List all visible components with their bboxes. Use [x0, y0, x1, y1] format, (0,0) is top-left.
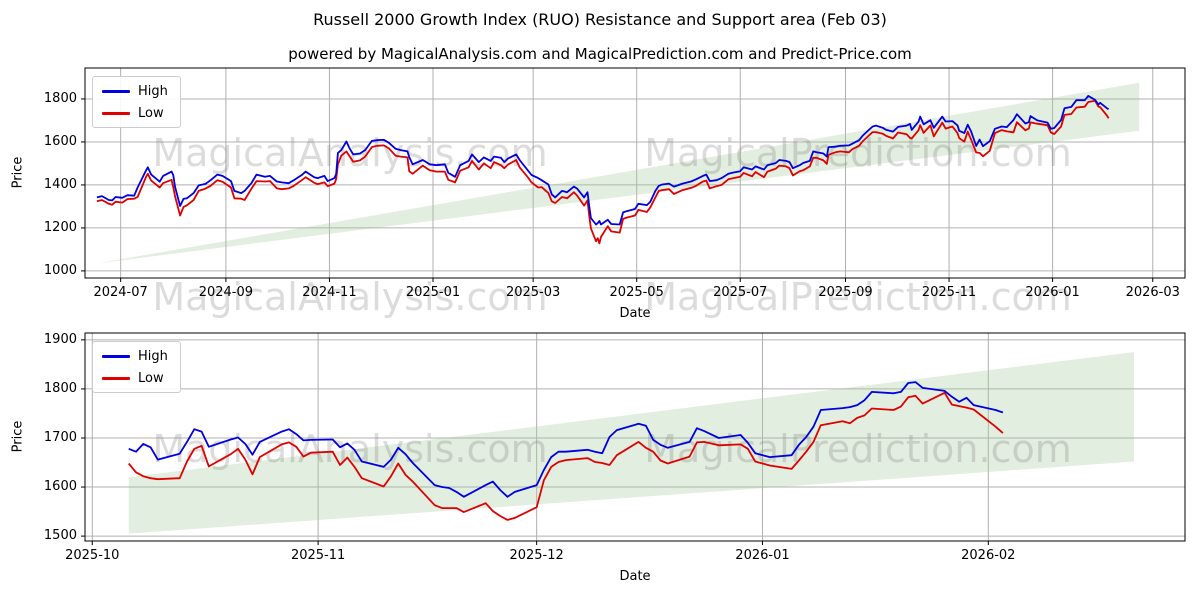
legend-item-high-label: High [138, 348, 168, 364]
chart-title: Russell 2000 Growth Index (RUO) Resistan… [313, 10, 887, 29]
low-line [128, 391, 1004, 521]
x-tick-label: 2025-07 [713, 285, 768, 300]
y-tick-label: 1600 [43, 133, 77, 149]
chart-subtitle: powered by MagicalAnalysis.com and Magic… [288, 45, 912, 63]
y-tick-label: 1200 [43, 219, 77, 235]
x-tick-label: 2024-07 [93, 285, 148, 300]
x-tick-label: 2025-09 [818, 285, 873, 300]
legend-item-high-label: High [138, 83, 168, 99]
x-tick-label: 2025-01 [405, 285, 461, 300]
y-tick-label: 1900 [43, 331, 77, 347]
legend-item-low-label: Low [138, 105, 164, 121]
support-resistance-band [96, 82, 1140, 264]
x-tick-label: 2025-11 [921, 285, 977, 300]
x-tick-label: 2024-09 [198, 285, 254, 300]
x-tick-label: 2026-03 [1125, 285, 1180, 300]
y-tick-label: 1600 [43, 479, 77, 495]
legend-item-high: High [102, 347, 168, 365]
plot-border [84, 67, 1186, 279]
legend-item-low-label: Low [138, 370, 164, 386]
low-line [96, 99, 1110, 245]
x-tick-label: 2026-01 [735, 548, 790, 563]
y-axis-label: Price [10, 156, 26, 189]
legend: High Low [92, 341, 181, 393]
x-tick-label: 2025-05 [609, 285, 664, 300]
y-tick-label: 1000 [43, 262, 77, 278]
x-tick-label: 2025-03 [505, 285, 561, 300]
legend-item-low: Low [102, 369, 168, 387]
legend-item-high-swatch [102, 89, 130, 93]
x-axis-label: Date [619, 569, 651, 584]
x-tick-label: 2025-10 [65, 548, 120, 563]
legend-item-low-swatch [102, 111, 130, 115]
plot-border [84, 332, 1186, 542]
y-tick-label: 1800 [43, 90, 77, 106]
x-tick-label: 2026-02 [961, 548, 1016, 563]
y-tick-label: 1800 [43, 380, 77, 396]
x-axis-label: Date [619, 306, 651, 321]
legend-item-low: Low [102, 104, 168, 122]
y-tick-label: 1700 [43, 429, 77, 445]
y-tick-label: 1500 [43, 528, 77, 544]
high-line [96, 95, 1110, 226]
legend-item-high-swatch [102, 354, 130, 358]
x-tick-label: 2026-01 [1025, 285, 1080, 300]
legend: High Low [92, 76, 181, 128]
legend-item-low-swatch [102, 376, 130, 380]
y-axis-label: Price [10, 420, 26, 453]
support-resistance-band [128, 352, 1134, 534]
x-tick-label: 2025-11 [290, 548, 346, 563]
legend-item-high: High [102, 82, 168, 100]
x-tick-label: 2024-11 [302, 285, 357, 300]
x-tick-label: 2025-12 [509, 548, 564, 563]
y-tick-label: 1400 [43, 176, 77, 192]
high-line [128, 381, 1004, 498]
